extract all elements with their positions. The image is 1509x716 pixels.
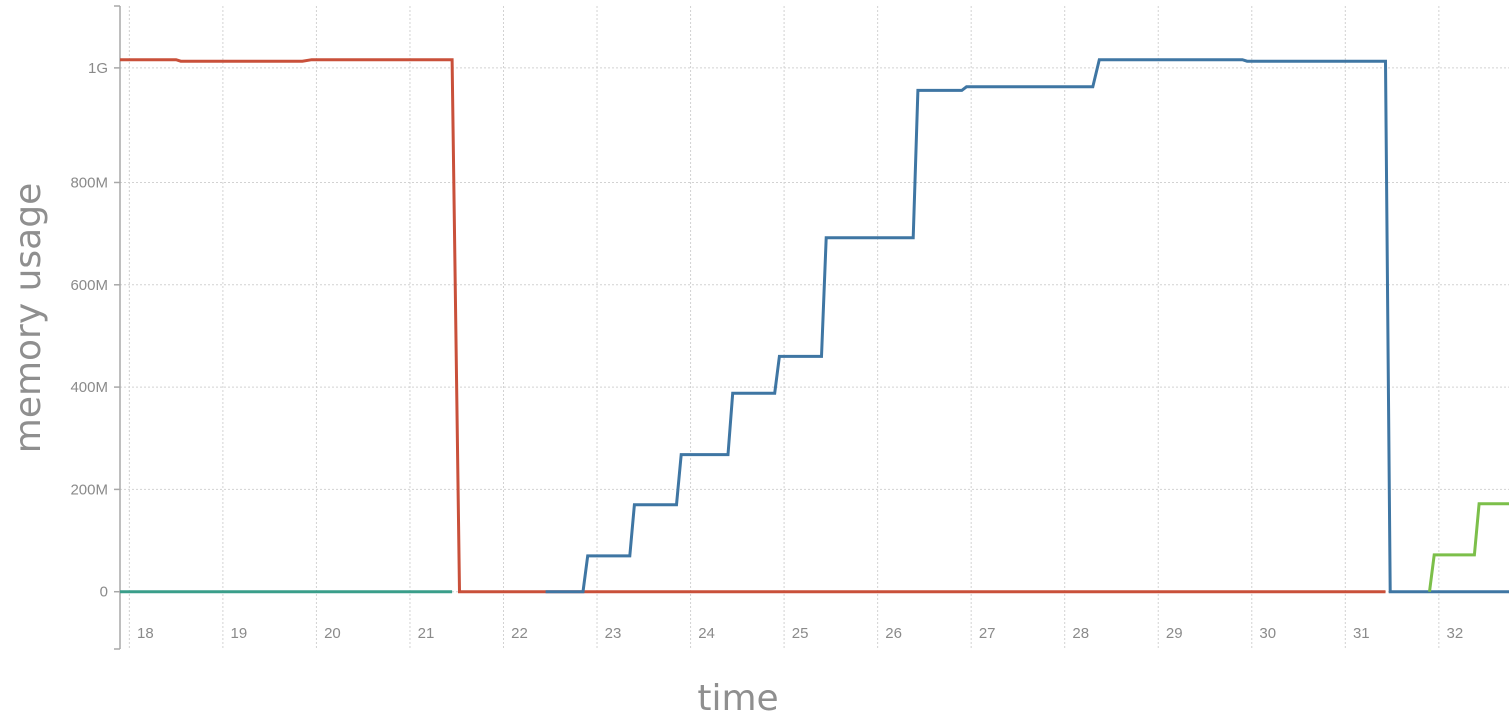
series-line-4 [1428,502,1509,592]
x-tick-label: 21 [418,625,435,642]
y-tick-label: 400M [70,379,108,396]
axes [114,5,121,650]
y-tick-label: 0 [100,584,108,601]
x-tick-label: 19 [231,625,248,642]
x-tick-label: 25 [792,625,809,642]
y-axis-title: memory usage [8,183,49,454]
x-tick-label: 29 [1166,625,1183,642]
series-line-2 [545,58,1509,594]
x-tick-label: 32 [1447,625,1464,642]
y-tick-label: 1G [88,60,108,77]
series-line-1 [120,58,1386,594]
x-tick-label: 18 [137,625,154,642]
tick-labels: 0 200M 400M 600M 800M 1G 18 19 20 21 22 23 24 25 26 27 2… [70,60,1463,642]
x-tick-label: 31 [1353,625,1370,642]
grid-lines [120,6,1509,649]
x-tick-label: 26 [885,625,902,642]
y-tick-label: 200M [70,481,108,498]
x-tick-label: 28 [1072,625,1089,642]
x-tick-label: 30 [1259,625,1276,642]
x-tick-label: 20 [324,625,341,642]
x-axis-title: time [697,678,778,716]
x-tick-label: 24 [698,625,715,642]
x-tick-label: 22 [511,625,528,642]
y-tick-label: 600M [70,277,108,294]
series-lines [120,58,1509,594]
x-tick-label: 27 [979,625,996,642]
x-tick-label: 23 [605,625,622,642]
y-tick-label: 800M [70,174,108,191]
